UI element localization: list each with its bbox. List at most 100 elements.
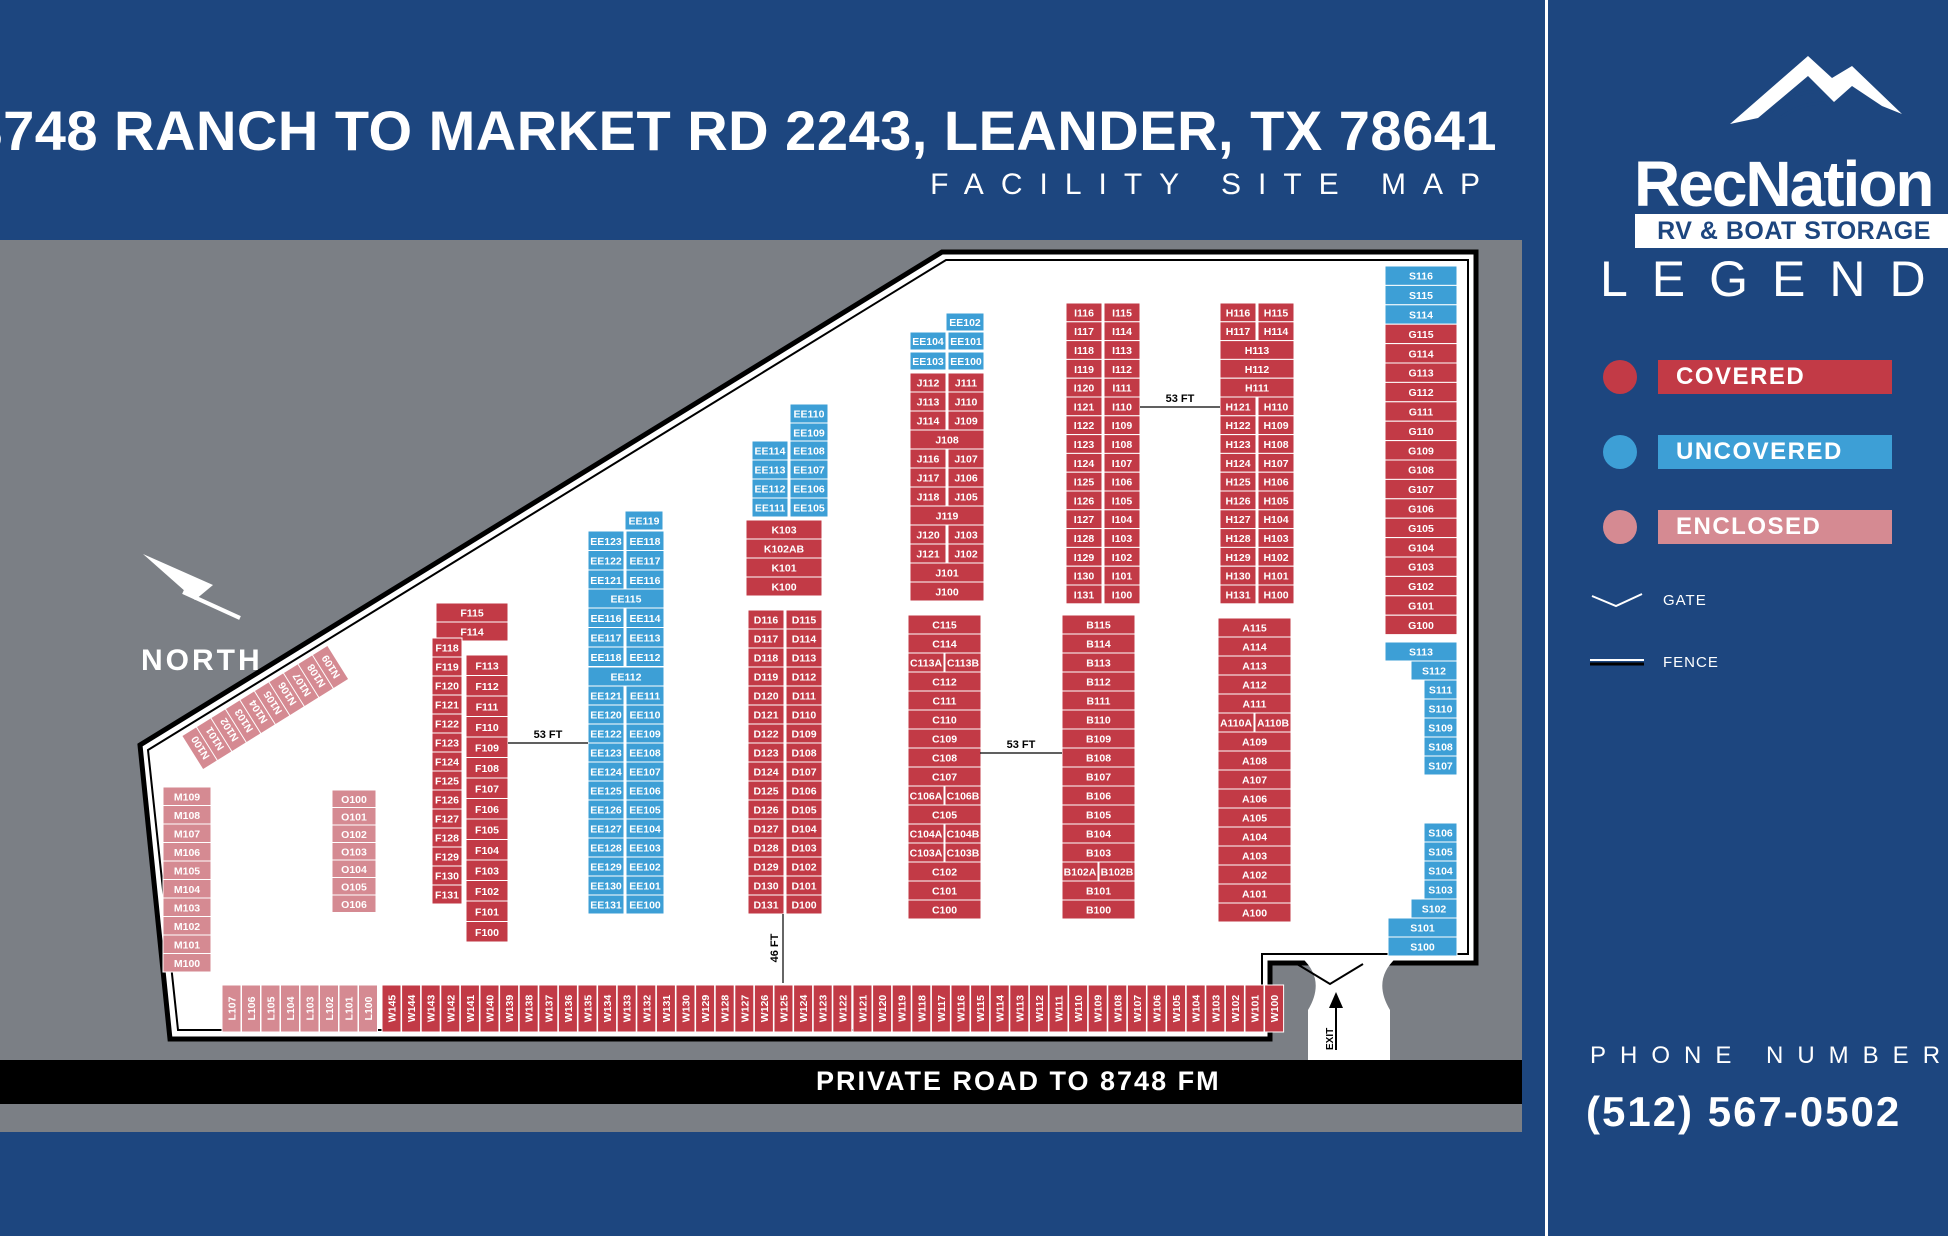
parking-space-ee118: EE118 xyxy=(587,646,625,667)
parking-space-j118: J118 xyxy=(909,486,947,507)
parking-space-l105: L105 xyxy=(260,984,281,1033)
parking-space-a110a: A110A xyxy=(1217,712,1255,733)
svg-text:G111: G111 xyxy=(1409,407,1434,419)
parking-space-ee121: EE121 xyxy=(587,685,625,706)
svg-text:EE124: EE124 xyxy=(590,767,622,779)
site-map-canvas[interactable]: EXIT M109M108M107M106M105M104M103M102M10… xyxy=(0,240,1522,1132)
parking-space-a107: A107 xyxy=(1217,769,1292,790)
svg-text:D117: D117 xyxy=(754,634,779,646)
parking-space-j108: J108 xyxy=(909,429,985,450)
parking-space-b111: B111 xyxy=(1061,690,1136,711)
svg-text:W103: W103 xyxy=(1210,995,1222,1023)
svg-text:D103: D103 xyxy=(791,843,816,855)
svg-text:EE100: EE100 xyxy=(629,900,661,912)
parking-space-g105: G105 xyxy=(1384,517,1458,539)
parking-space-f108: F108 xyxy=(465,757,509,779)
parking-space-g109: G109 xyxy=(1384,440,1458,461)
parking-space-a112: A112 xyxy=(1217,674,1292,695)
svg-text:C103B: C103B xyxy=(947,848,980,860)
parking-space-w143: W143 xyxy=(420,984,441,1033)
parking-space-h113: H113 xyxy=(1219,340,1295,360)
svg-text:G107: G107 xyxy=(1408,484,1434,496)
parking-space-i108: I108 xyxy=(1103,434,1141,454)
parking-space-b113: B113 xyxy=(1061,652,1136,673)
parking-space-w131: W131 xyxy=(655,984,676,1033)
svg-text:M102: M102 xyxy=(174,921,200,933)
svg-text:I122: I122 xyxy=(1074,420,1095,432)
parking-space-ee106: EE106 xyxy=(789,478,829,499)
parking-space-f122: F122 xyxy=(431,713,463,734)
parking-space-i102: I102 xyxy=(1103,546,1141,567)
parking-space-g113: G113 xyxy=(1384,362,1458,383)
svg-text:S114: S114 xyxy=(1409,310,1433,322)
svg-text:EE130: EE130 xyxy=(590,881,622,893)
parking-space-h111: H111 xyxy=(1219,377,1295,398)
parking-space-o102: O102 xyxy=(331,824,377,843)
svg-text:EE116: EE116 xyxy=(630,575,661,587)
parking-space-k103: K103 xyxy=(745,519,823,540)
parking-space-j121: J121 xyxy=(909,543,947,564)
parking-space-g108: G108 xyxy=(1384,459,1458,480)
parking-space-c104a: C104A xyxy=(907,823,945,844)
parking-space-k100: K100 xyxy=(745,576,823,597)
parking-space-w109: W109 xyxy=(1087,984,1108,1033)
parking-space-w123: W123 xyxy=(812,984,833,1033)
svg-text:S112: S112 xyxy=(1422,666,1446,678)
svg-text:A103: A103 xyxy=(1242,851,1267,863)
svg-text:L102: L102 xyxy=(324,996,336,1020)
svg-text:A112: A112 xyxy=(1242,680,1267,692)
svg-text:D101: D101 xyxy=(791,881,816,893)
svg-text:S116: S116 xyxy=(1409,271,1433,283)
svg-text:F102: F102 xyxy=(475,886,499,898)
brand-logo[interactable]: RecNation RV & BOAT STORAGE xyxy=(1590,42,1948,248)
svg-text:EE131: EE131 xyxy=(590,900,622,912)
parking-space-m103: M103 xyxy=(162,897,212,917)
svg-text:I107: I107 xyxy=(1112,458,1133,470)
private-road xyxy=(0,1060,1522,1104)
parking-space-w136: W136 xyxy=(557,984,578,1033)
svg-text:L107: L107 xyxy=(227,996,239,1020)
parking-space-i116: I116 xyxy=(1065,302,1103,323)
phone-number[interactable]: (512) 567-0502 xyxy=(1586,1088,1902,1135)
parking-space-h101: H101 xyxy=(1257,565,1295,586)
svg-text:F128: F128 xyxy=(435,833,459,845)
parking-space-ee107: EE107 xyxy=(789,459,829,480)
parking-space-w126: W126 xyxy=(753,984,774,1033)
parking-space-b105: B105 xyxy=(1061,804,1136,825)
parking-space-f119: F119 xyxy=(431,656,463,677)
svg-text:S105: S105 xyxy=(1428,847,1453,859)
site-map[interactable]: EXIT M109 M108 M107 M106 M105 M104 M103 M102 M10… xyxy=(0,240,1522,1132)
fence-icon xyxy=(1590,659,1644,666)
svg-text:I129: I129 xyxy=(1074,552,1095,564)
svg-text:F108: F108 xyxy=(475,763,499,775)
parking-space-f120: F120 xyxy=(431,675,463,696)
parking-space-g100: G100 xyxy=(1384,614,1458,636)
parking-space-a102: A102 xyxy=(1217,864,1292,885)
parking-space-ee122: EE122 xyxy=(587,723,625,744)
parking-space-d119: D119 xyxy=(747,666,785,687)
parking-space-f123: F123 xyxy=(431,732,463,753)
svg-text:EE112: EE112 xyxy=(611,672,642,684)
parking-space-i130: I130 xyxy=(1065,565,1103,586)
svg-text:W128: W128 xyxy=(720,995,732,1023)
svg-text:G112: G112 xyxy=(1408,387,1433,399)
parking-space-c108: C108 xyxy=(907,747,982,768)
parking-space-d122: D122 xyxy=(747,723,785,744)
parking-space-ee101: EE101 xyxy=(625,875,665,896)
parking-space-h104: H104 xyxy=(1257,509,1295,530)
svg-text:A113: A113 xyxy=(1242,661,1267,673)
header: 8748 RANCH TO MARKET RD 2243, LEANDER, T… xyxy=(0,0,1545,240)
svg-text:I115: I115 xyxy=(1112,307,1132,319)
svg-text:G104: G104 xyxy=(1408,542,1434,554)
parking-space-h109: H109 xyxy=(1257,415,1295,436)
parking-space-i113: I113 xyxy=(1103,340,1141,360)
parking-space-s115: S115 xyxy=(1384,284,1458,306)
svg-text:H101: H101 xyxy=(1263,571,1288,583)
svg-text:M107: M107 xyxy=(174,828,200,840)
parking-space-d109: D109 xyxy=(785,723,823,744)
parking-space-j111: J111 xyxy=(947,372,985,393)
parking-space-h100: H100 xyxy=(1257,584,1295,605)
parking-space-g103: G103 xyxy=(1384,556,1458,577)
svg-text:B106: B106 xyxy=(1086,791,1111,803)
svg-text:M109: M109 xyxy=(174,791,200,803)
